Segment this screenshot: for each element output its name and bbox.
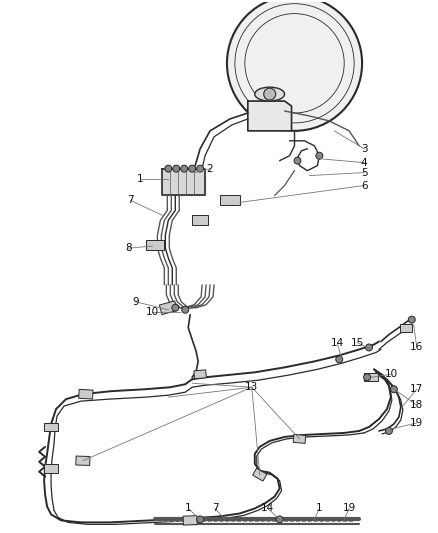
Text: 4: 4 — [361, 158, 367, 168]
Bar — [44, 464, 58, 473]
Text: 7: 7 — [212, 504, 218, 513]
Circle shape — [227, 0, 362, 131]
Bar — [183, 515, 197, 525]
Text: 15: 15 — [350, 337, 364, 348]
Circle shape — [390, 386, 397, 393]
Bar — [194, 370, 206, 379]
Text: 3: 3 — [361, 144, 367, 154]
Text: 1: 1 — [137, 174, 144, 183]
Circle shape — [181, 165, 188, 172]
Text: 8: 8 — [125, 243, 132, 253]
Circle shape — [165, 165, 172, 172]
Ellipse shape — [255, 87, 285, 101]
Circle shape — [173, 165, 180, 172]
Text: 19: 19 — [343, 504, 356, 513]
Bar — [159, 301, 177, 314]
Circle shape — [336, 356, 343, 363]
Text: 13: 13 — [245, 382, 258, 392]
Text: 1: 1 — [185, 504, 191, 513]
Circle shape — [294, 157, 301, 164]
Bar — [79, 389, 93, 399]
Bar — [220, 196, 240, 205]
Polygon shape — [248, 101, 292, 131]
Circle shape — [385, 427, 392, 434]
Circle shape — [408, 316, 415, 323]
Circle shape — [182, 306, 189, 313]
Text: 14: 14 — [331, 337, 344, 348]
Text: 19: 19 — [410, 418, 424, 428]
Text: 14: 14 — [261, 504, 274, 513]
Circle shape — [366, 344, 373, 351]
Text: 10: 10 — [384, 369, 397, 379]
Bar — [44, 423, 58, 431]
Text: 5: 5 — [361, 167, 367, 177]
Bar — [76, 456, 90, 465]
Bar — [293, 434, 306, 443]
Circle shape — [189, 165, 196, 172]
Text: 2: 2 — [207, 164, 213, 174]
Bar — [364, 373, 378, 381]
Text: 17: 17 — [410, 384, 424, 394]
Text: 7: 7 — [127, 196, 134, 205]
Polygon shape — [162, 168, 205, 196]
Circle shape — [264, 88, 276, 100]
Circle shape — [197, 516, 204, 523]
Text: 1: 1 — [316, 504, 323, 513]
Circle shape — [316, 152, 323, 159]
Text: 6: 6 — [361, 181, 367, 190]
Bar — [146, 240, 164, 250]
Circle shape — [364, 374, 371, 381]
Circle shape — [172, 304, 179, 311]
Bar — [253, 469, 267, 481]
Text: 16: 16 — [410, 343, 424, 352]
Text: 18: 18 — [410, 400, 424, 410]
Text: 10: 10 — [146, 306, 159, 317]
Text: 9: 9 — [132, 297, 139, 307]
Bar — [400, 324, 412, 332]
Circle shape — [276, 516, 283, 523]
Bar — [192, 215, 208, 225]
Circle shape — [197, 165, 204, 172]
